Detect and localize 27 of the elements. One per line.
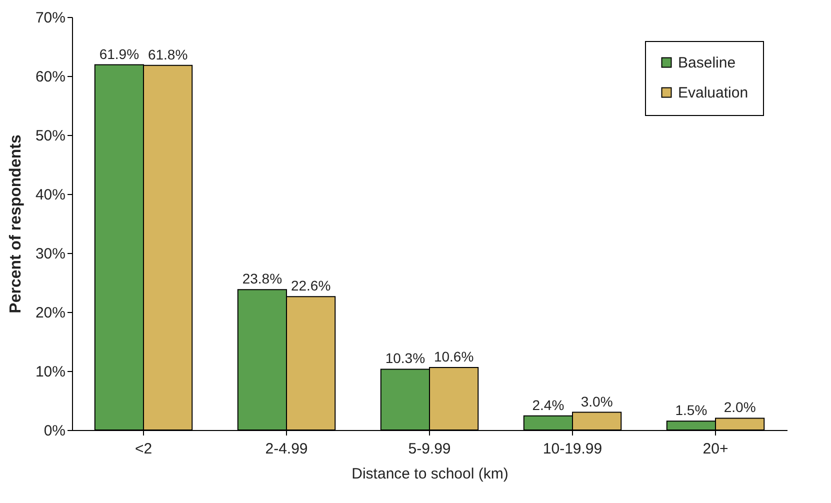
data-label: 61.8% [148, 46, 188, 62]
x-tick-label: 10-19.99 [542, 440, 602, 458]
y-tick-label: 20% [35, 304, 66, 322]
data-label: 22.6% [290, 278, 331, 294]
y-tick-label: 50% [35, 128, 66, 144]
data-label: 23.8% [242, 270, 282, 287]
legend-label: Baseline [678, 54, 736, 72]
y-tick-label: 10% [35, 364, 66, 380]
data-label: 2.4% [532, 396, 564, 413]
y-tick-label: 40% [35, 186, 66, 204]
y-tick-label: 30% [35, 246, 66, 262]
data-label: 61.9% [99, 46, 140, 62]
x-tick-label: 2-4.99 [265, 440, 308, 458]
x-tick-label: 20+ [702, 440, 728, 458]
y-tick-label: 60% [35, 68, 66, 86]
y-tick-label: 0% [44, 422, 66, 440]
x-axis-title: Distance to school (km) [352, 466, 508, 482]
data-label: 10.6% [434, 348, 474, 364]
data-label: 2.0% [724, 399, 756, 416]
legend-label: Evaluation [678, 84, 748, 102]
data-label: 10.3% [385, 350, 426, 366]
x-tick-label: 5-9.99 [408, 440, 451, 458]
y-tick-label: 70% [35, 10, 66, 26]
data-label: 1.5% [675, 402, 708, 418]
x-tick-label: <2 [134, 440, 152, 458]
y-axis-title: Percent of respondents [7, 134, 24, 314]
data-label: 3.0% [580, 393, 613, 410]
